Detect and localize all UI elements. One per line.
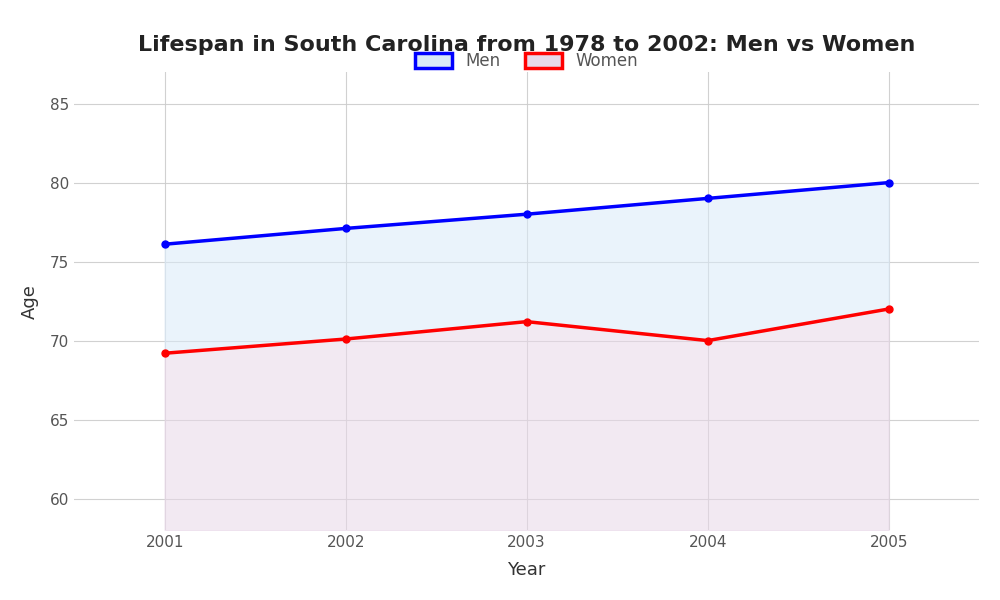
- Legend: Men, Women: Men, Women: [407, 44, 646, 79]
- X-axis label: Year: Year: [507, 561, 546, 579]
- Title: Lifespan in South Carolina from 1978 to 2002: Men vs Women: Lifespan in South Carolina from 1978 to …: [138, 35, 915, 55]
- Y-axis label: Age: Age: [21, 284, 39, 319]
